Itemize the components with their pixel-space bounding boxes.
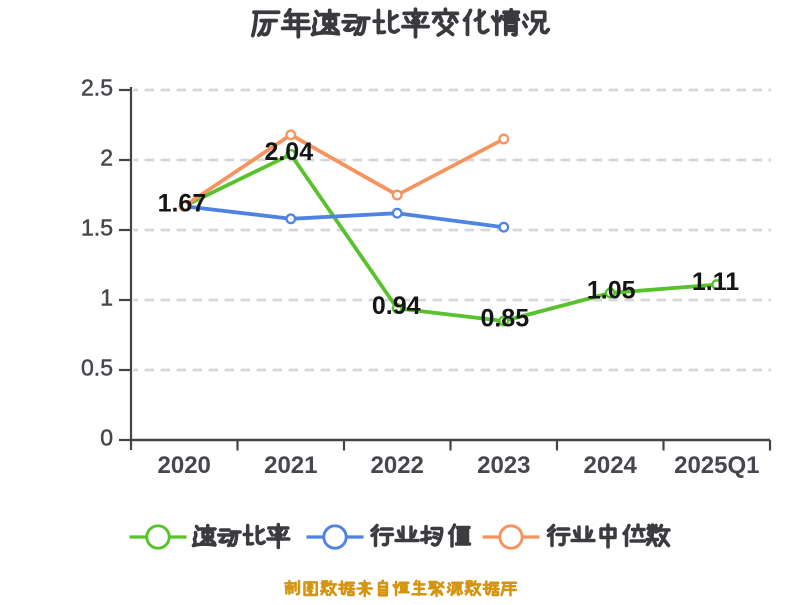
- svg-text:0.85: 0.85: [480, 305, 529, 333]
- svg-text:2.04: 2.04: [264, 138, 313, 166]
- svg-text:2024: 2024: [584, 452, 638, 479]
- svg-text:1: 1: [100, 284, 113, 310]
- svg-text:2025Q1: 2025Q1: [674, 452, 759, 479]
- svg-text:2023: 2023: [477, 452, 530, 479]
- svg-text:1.05: 1.05: [587, 277, 636, 305]
- svg-text:0.94: 0.94: [372, 292, 421, 320]
- svg-text:1.67: 1.67: [158, 190, 207, 218]
- svg-text:2020: 2020: [158, 452, 211, 479]
- svg-text:1.5: 1.5: [81, 214, 113, 240]
- svg-text:0: 0: [100, 424, 113, 450]
- svg-text:2: 2: [100, 144, 113, 170]
- svg-text:2022: 2022: [371, 452, 424, 479]
- svg-text:2.5: 2.5: [81, 74, 113, 100]
- svg-text:2021: 2021: [264, 452, 317, 479]
- svg-text:0.5: 0.5: [81, 354, 113, 380]
- svg-text:1.11: 1.11: [692, 268, 739, 296]
